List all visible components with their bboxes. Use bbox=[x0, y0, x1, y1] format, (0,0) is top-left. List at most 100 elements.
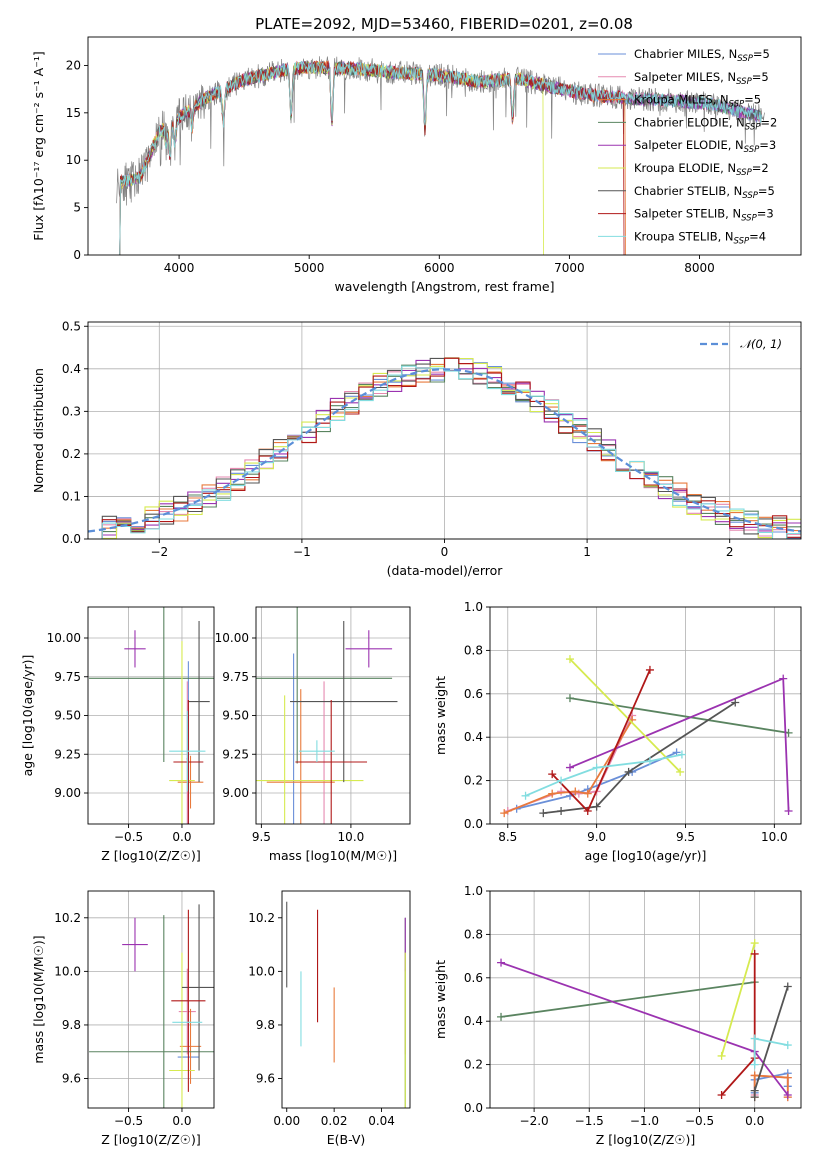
y-tick-label: 0.8 bbox=[464, 643, 483, 657]
weight-marker bbox=[583, 806, 592, 815]
weight-marker bbox=[539, 809, 548, 818]
y-tick-label: 9.75 bbox=[222, 670, 249, 684]
weight-marker bbox=[717, 1051, 726, 1060]
x-tick-label: 6000 bbox=[424, 261, 455, 275]
weight-marker bbox=[717, 1090, 726, 1099]
x-axis-label: wavelength [Angstrom, rest frame] bbox=[334, 279, 554, 294]
weight-marker bbox=[548, 770, 557, 779]
y-tick-label: 0.0 bbox=[464, 1101, 483, 1115]
weight-marker bbox=[565, 655, 574, 664]
y-axis-label: Normed distribution bbox=[31, 368, 46, 493]
weight-marker bbox=[750, 1086, 759, 1095]
y-tick-label: 0.3 bbox=[62, 404, 81, 418]
plot-area bbox=[256, 607, 398, 824]
x-tick-label: −2.0 bbox=[520, 1114, 549, 1128]
panel-mass_vs_EBV: 0.00 0.02 0.04 9.6 9.8 10.0 10.2 E(B-V) bbox=[248, 890, 411, 1147]
y-tick-label: 1.0 bbox=[464, 884, 483, 898]
panel-age_vs_mass: 9.5 10.0 9.00 9.25 9.50 9.75 10.00 mass [log10(… bbox=[215, 606, 411, 863]
y-tick-label: 0.4 bbox=[464, 1014, 483, 1028]
x-tick-label: 1 bbox=[583, 545, 591, 559]
panel-massweight_vs_age: 8.5 9.0 9.5 10.0 0.0 0.2 0.4 0.6 0.8 1.0 age [log1… bbox=[433, 600, 802, 863]
y-tick-label: 9.8 bbox=[256, 1018, 275, 1032]
x-tick-label: 9.5 bbox=[252, 830, 271, 844]
x-axis-label: Z [log10(Z/Z☉)] bbox=[101, 848, 201, 863]
y-tick-label: 9.6 bbox=[62, 1072, 81, 1086]
x-axis-label: (data-model)/error bbox=[387, 563, 504, 578]
weight-marker bbox=[592, 802, 601, 811]
axes-frame bbox=[489, 890, 802, 1109]
x-tick-label: 8.5 bbox=[498, 830, 517, 844]
legend-entry: Chabrier MILES, NSSP=5 bbox=[634, 47, 770, 64]
weight-line-kroupa-elodie bbox=[569, 658, 681, 773]
panel-spectrum: Chabrier MILES, NSSP=5 Salpeter MILES, NS… bbox=[31, 36, 802, 294]
axes-frame bbox=[281, 890, 411, 1109]
x-tick-label: 9.0 bbox=[587, 830, 606, 844]
x-axis-label: Z [log10(Z/Z☉)] bbox=[101, 1132, 201, 1147]
y-tick-label: 10.2 bbox=[248, 911, 275, 925]
weight-marker bbox=[783, 1073, 792, 1082]
y-tick-label: 9.8 bbox=[62, 1018, 81, 1032]
y-axis-label: Flux [fλ10⁻¹⁷ erg cm⁻² s⁻¹ A⁻¹] bbox=[31, 51, 46, 240]
weight-marker bbox=[783, 1090, 792, 1099]
weight-marker bbox=[750, 1060, 759, 1069]
x-tick-label: 8000 bbox=[684, 261, 715, 275]
plot-area bbox=[89, 607, 214, 824]
y-tick-label: 5 bbox=[73, 201, 81, 215]
x-tick-label: −0.5 bbox=[114, 830, 143, 844]
plot-area bbox=[500, 655, 793, 818]
plot-area bbox=[89, 904, 214, 1108]
weight-marker bbox=[571, 787, 580, 796]
y-tick-label: 0.1 bbox=[62, 489, 81, 503]
y-tick-label: 9.75 bbox=[54, 670, 81, 684]
legend-entry: Kroupa MILES, NSSP=5 bbox=[634, 93, 761, 110]
weight-line-salpeter-stelib bbox=[720, 953, 756, 1096]
y-tick-label: 0.8 bbox=[464, 927, 483, 941]
legend-entry: Kroupa ELODIE, NSSP=2 bbox=[634, 161, 769, 178]
weight-marker bbox=[583, 789, 592, 798]
weight-marker bbox=[624, 767, 633, 776]
y-tick-label: 0.0 bbox=[62, 532, 81, 546]
legend-entry: Salpeter STELIB, NSSP=3 bbox=[634, 207, 774, 224]
model-spectrum-kroupa-miles bbox=[119, 60, 627, 255]
weight-line-chabrier-elodie bbox=[569, 697, 789, 734]
legend-entry: Salpeter ELODIE, NSSP=3 bbox=[634, 138, 776, 155]
legend-entry: Chabrier STELIB, NSSP=5 bbox=[634, 184, 775, 201]
axes-frame bbox=[489, 606, 802, 825]
weight-marker bbox=[676, 767, 685, 776]
weight-line-kroupa-elodie bbox=[720, 942, 756, 1057]
y-tick-label: 0.0 bbox=[464, 817, 483, 831]
weight-marker bbox=[557, 776, 566, 785]
y-tick-label: 10.00 bbox=[47, 631, 81, 645]
x-tick-label: 2 bbox=[726, 545, 734, 559]
weight-line-salpeter-elodie bbox=[569, 677, 790, 812]
weight-marker bbox=[731, 698, 740, 707]
weight-marker bbox=[783, 1041, 792, 1050]
y-tick-label: 0.6 bbox=[464, 971, 483, 985]
axes-frame bbox=[87, 36, 802, 256]
y-tick-label: 0.4 bbox=[62, 362, 81, 376]
histogram-salpeter-stelib bbox=[88, 357, 801, 539]
weight-marker bbox=[783, 982, 792, 991]
weight-marker bbox=[592, 763, 601, 772]
y-tick-label: 9.25 bbox=[54, 747, 81, 761]
weight-line-kroupa-miles bbox=[753, 1074, 789, 1098]
x-tick-label: 0.04 bbox=[368, 1114, 395, 1128]
panel-age_vs_Z: −0.5 0.0 9.00 9.25 9.50 9.75 10.00 Z [log10(Z/Z… bbox=[20, 606, 215, 863]
x-tick-label: 4000 bbox=[164, 261, 195, 275]
panel-residuals: 𝒩(0, 1) −2 −1 0 1 2 0.0 0.1 0.2 0.3 0.4 0.5 (data-mo… bbox=[31, 319, 802, 578]
weight-marker bbox=[548, 789, 557, 798]
y-tick-label: 9.00 bbox=[54, 786, 81, 800]
legend-entry: 𝒩(0, 1) bbox=[740, 337, 782, 351]
x-tick-label: 0.02 bbox=[321, 1114, 348, 1128]
x-tick-label: 9.5 bbox=[676, 830, 695, 844]
y-axis-label: mass weight bbox=[433, 960, 448, 1039]
y-tick-label: 0.4 bbox=[464, 730, 483, 744]
weight-line-kroupa-stelib bbox=[753, 1037, 788, 1065]
y-tick-label: 0.2 bbox=[464, 1058, 483, 1072]
x-axis-label: age [log10(age/yr)] bbox=[585, 848, 707, 863]
x-tick-label: −0.5 bbox=[114, 1114, 143, 1128]
panel-massweight_vs_Z: −2.0 −1.5 −1.0 −0.5 0.0 0.0 0.2 0.4 0.6 0.8 1.0 Z [… bbox=[433, 884, 802, 1147]
weight-marker bbox=[779, 674, 788, 683]
x-tick-label: −1.5 bbox=[575, 1114, 604, 1128]
